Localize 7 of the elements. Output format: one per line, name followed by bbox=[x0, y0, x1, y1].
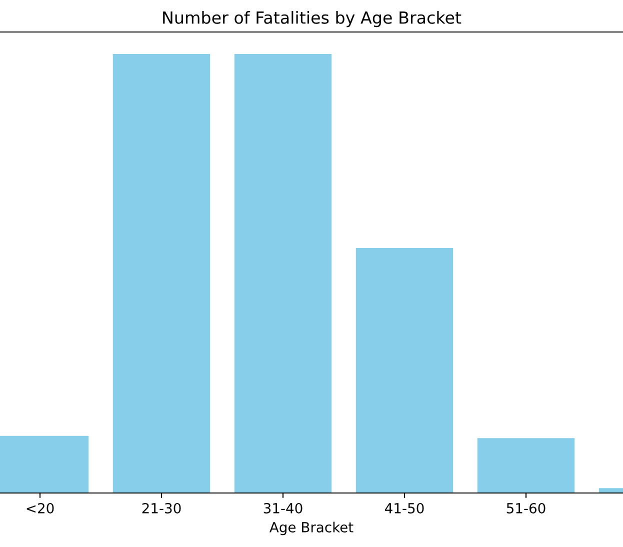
chart-title: Number of Fatalities by Age Bracket bbox=[163, 11, 462, 28]
x-tick-label: 51-60 bbox=[506, 502, 546, 514]
x-tick-label: <20 bbox=[26, 502, 54, 514]
x-tick-label: 31-40 bbox=[264, 502, 302, 514]
x-tick-label: 21-30 bbox=[142, 502, 181, 514]
x-axis-title: Age Bracket bbox=[270, 522, 354, 536]
x-tick-label: 41-50 bbox=[385, 502, 424, 514]
